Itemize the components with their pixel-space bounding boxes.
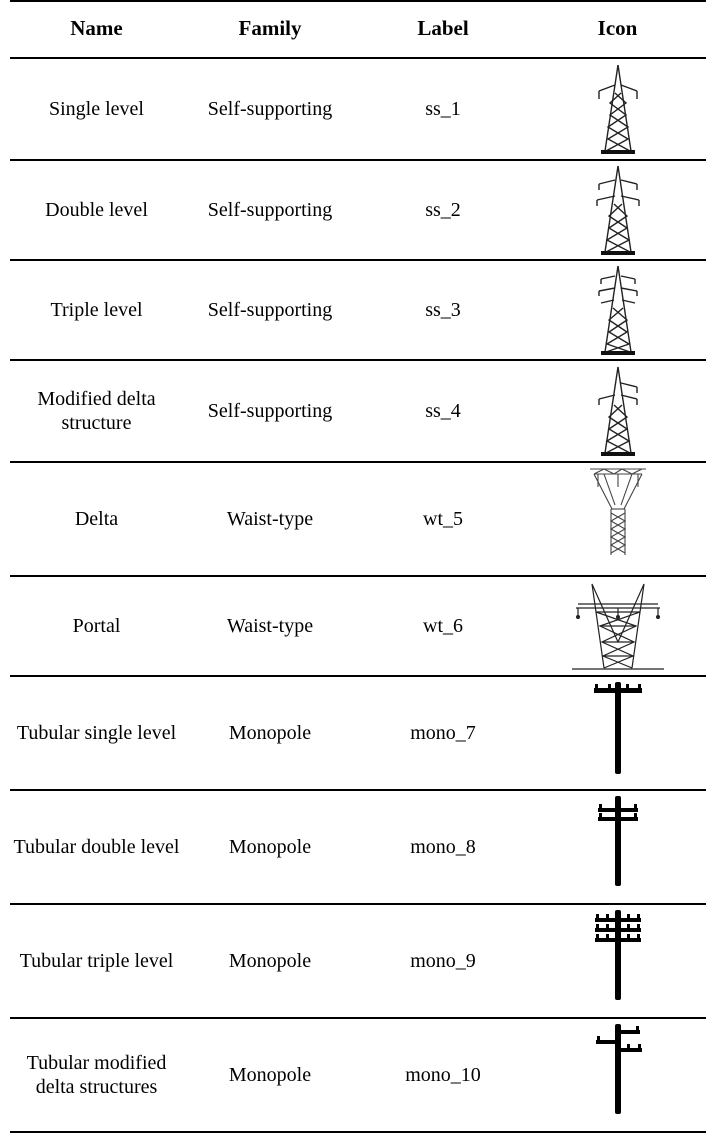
monopole-single-icon — [529, 680, 706, 776]
row-label: wt_5 — [423, 507, 463, 530]
row-label: mono_9 — [410, 949, 476, 972]
row-rule — [10, 575, 706, 577]
row-rule — [10, 1017, 706, 1019]
table-row: Single level Self-supporting ss_1 — [10, 59, 706, 159]
header-label: Label — [417, 16, 469, 40]
row-label: ss_2 — [425, 199, 461, 221]
header-family: Family — [238, 16, 302, 40]
row-family: Waist-type — [226, 507, 314, 530]
row-label: mono_7 — [410, 721, 476, 744]
table-row: Tubular triple level Monopole mono_9 — [10, 904, 706, 1017]
table-header-row: Name Family Label Icon — [10, 0, 706, 58]
lattice-tower-triple-icon — [529, 264, 706, 356]
lattice-tower-modified-delta-icon — [529, 365, 706, 457]
monopole-double-icon — [529, 794, 706, 888]
row-rule — [10, 159, 706, 161]
row-family: Monopole — [228, 949, 312, 972]
row-name: Portal — [72, 614, 121, 637]
portal-tower-icon — [529, 582, 706, 670]
row-label: ss_3 — [425, 299, 461, 321]
table-row: Modified delta structure Self-supporting… — [10, 360, 706, 461]
row-family: Monopole — [228, 1063, 312, 1086]
row-label: ss_1 — [425, 98, 461, 120]
row-label: mono_10 — [405, 1063, 481, 1086]
row-name: Tubular triple level — [19, 949, 174, 972]
table-row: Tubular modified delta structures Monopo… — [10, 1018, 706, 1131]
row-family: Monopole — [228, 721, 312, 744]
row-name: Single level — [49, 98, 144, 120]
row-rule — [10, 461, 706, 463]
table-bottom-rule — [10, 1131, 706, 1133]
row-rule — [10, 789, 706, 791]
row-family: Monopole — [228, 835, 312, 858]
row-name: Tubular modified delta structures — [26, 1051, 167, 1098]
row-rule — [10, 259, 706, 261]
monopole-triple-icon — [529, 908, 706, 1002]
row-family: Self-supporting — [207, 399, 333, 422]
row-rule — [10, 903, 706, 905]
header-icon: Icon — [597, 16, 638, 40]
row-family: Self-supporting — [207, 98, 333, 120]
row-label: mono_8 — [410, 835, 476, 858]
table-row: Double level Self-supporting ss_2 — [10, 160, 706, 260]
row-family: Self-supporting — [207, 299, 333, 321]
lattice-tower-double-icon — [529, 164, 706, 256]
table-top-rule — [10, 0, 706, 2]
row-name: Triple level — [50, 299, 143, 321]
row-name: Delta — [74, 507, 119, 530]
row-name: Modified delta structure — [37, 387, 156, 434]
delta-tower-icon — [529, 465, 706, 557]
row-name: Double level — [45, 199, 148, 221]
table-row: Portal Waist-type wt_6 — [10, 576, 706, 675]
row-label: wt_6 — [423, 614, 463, 637]
row-rule — [10, 675, 706, 677]
table-row: Delta Waist-type wt_5 — [10, 462, 706, 575]
row-rule — [10, 359, 706, 361]
lattice-tower-single-icon — [529, 63, 706, 155]
row-label: ss_4 — [425, 399, 461, 422]
row-name: Tubular double level — [13, 835, 180, 858]
row-name: Tubular single level — [16, 721, 177, 744]
table-row: Tubular single level Monopole mono_7 — [10, 676, 706, 789]
table-row: Triple level Self-supporting ss_3 — [10, 260, 706, 360]
table-row: Tubular double level Monopole mono_8 — [10, 790, 706, 903]
header-rule — [10, 57, 706, 59]
row-family: Self-supporting — [207, 199, 333, 221]
monopole-modified-delta-icon — [529, 1022, 706, 1116]
header-name: Name — [70, 16, 123, 40]
row-family: Waist-type — [226, 614, 314, 637]
